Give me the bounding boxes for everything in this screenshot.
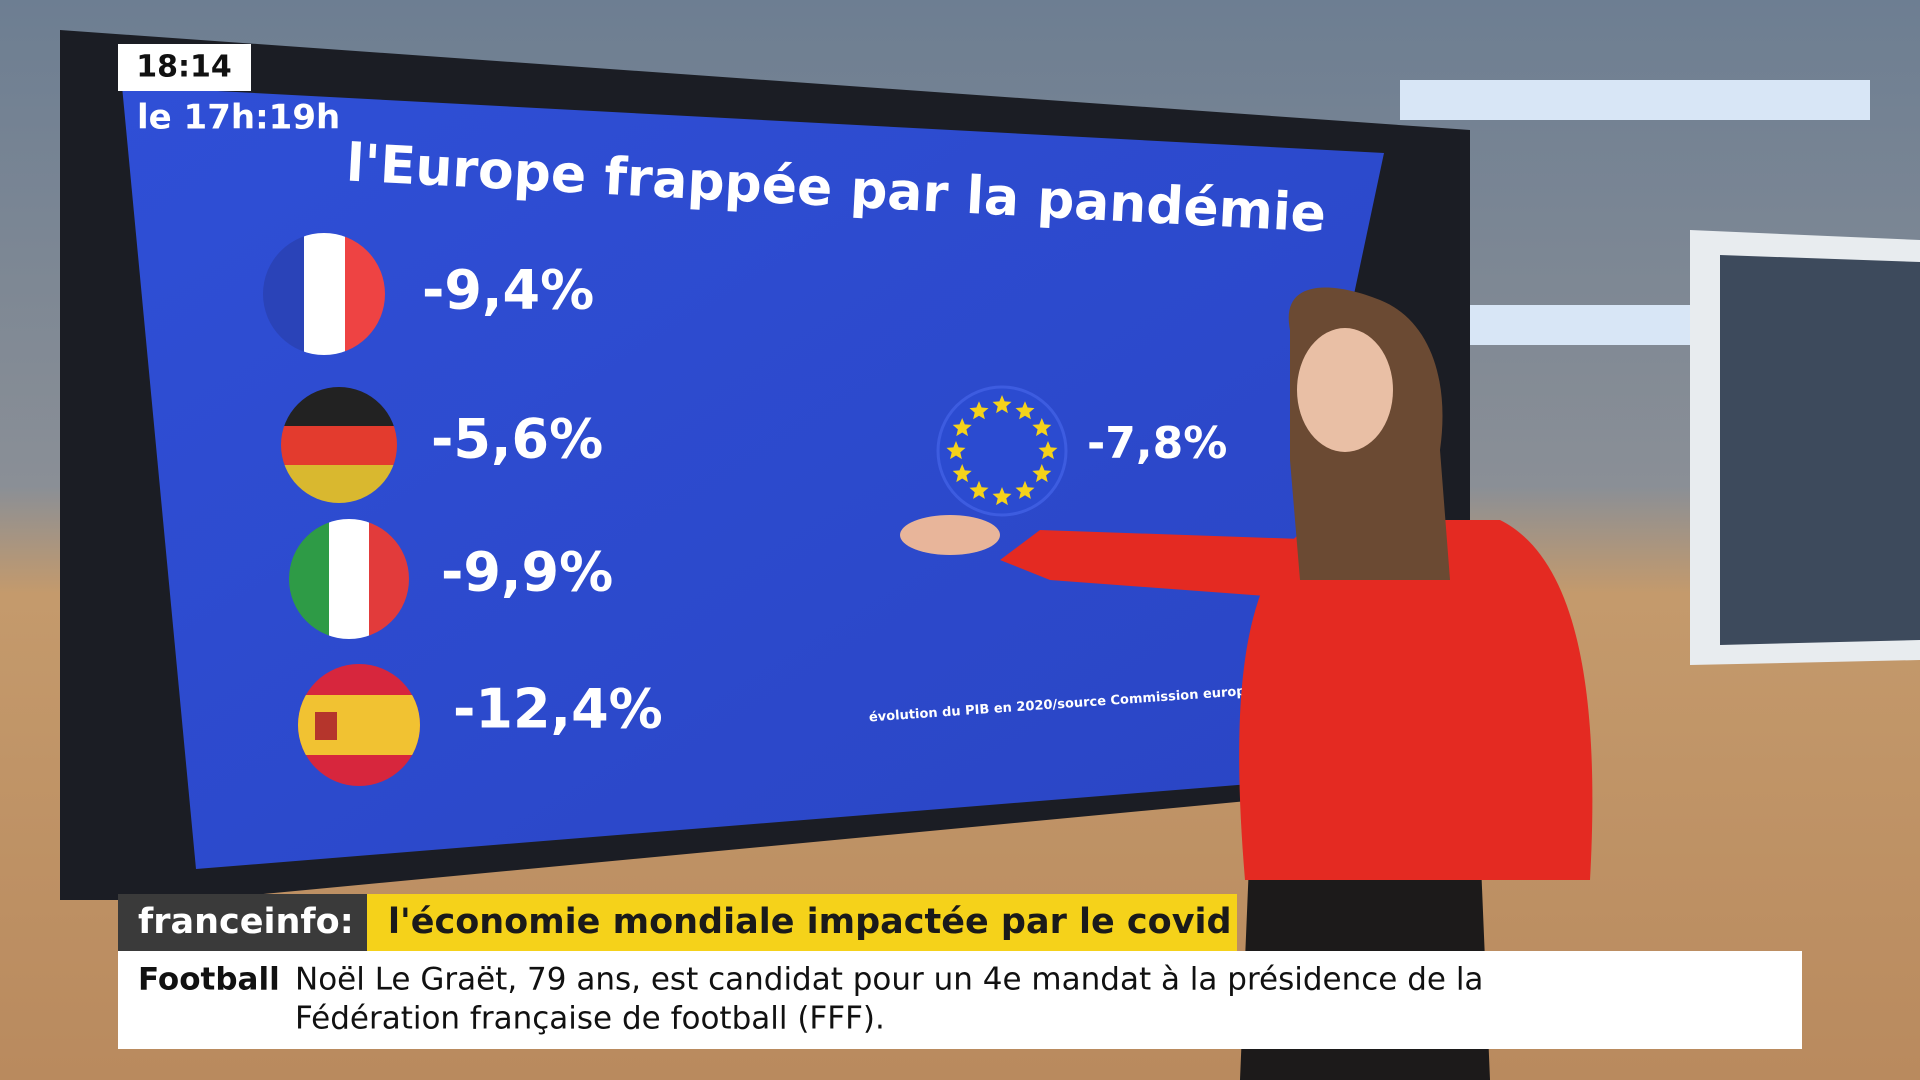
eu-star bbox=[969, 480, 989, 499]
eu-star bbox=[969, 401, 989, 420]
ticker-line: Noël Le Graët, 79 ans, est candidat pour… bbox=[295, 962, 1483, 998]
brand: franceinfo: bbox=[138, 902, 354, 942]
flag-france bbox=[263, 233, 385, 355]
eu-star bbox=[1032, 464, 1052, 483]
flag-germany bbox=[281, 387, 397, 503]
side-screen-inner bbox=[1720, 255, 1920, 645]
screen bbox=[122, 86, 1384, 869]
flag-spain bbox=[298, 664, 420, 786]
eu-star bbox=[952, 418, 972, 437]
eu-star bbox=[1032, 418, 1052, 437]
flag-eu bbox=[936, 385, 1068, 517]
headline: l'économie mondiale impactée par le covi… bbox=[388, 902, 1232, 942]
country-value: -12,4% bbox=[453, 678, 663, 741]
flag-italy bbox=[289, 519, 409, 639]
eu-value: -7,8% bbox=[1087, 418, 1227, 469]
country-value: -9,4% bbox=[422, 259, 594, 322]
studio-light bbox=[1400, 80, 1870, 120]
schedule: le 17h:19h bbox=[137, 98, 340, 138]
eu-stars bbox=[946, 395, 1058, 506]
brand-box bbox=[118, 894, 367, 951]
eu-star bbox=[952, 464, 972, 483]
clock-time: 18:14 bbox=[136, 50, 232, 85]
country-value: -5,6% bbox=[431, 408, 603, 471]
clock-box bbox=[118, 44, 251, 91]
eu-star bbox=[992, 487, 1012, 506]
ticker-category: Football bbox=[138, 962, 280, 998]
eu-star bbox=[992, 395, 1012, 414]
eu-star bbox=[1038, 441, 1058, 460]
headline-box bbox=[367, 894, 1237, 951]
eu-star bbox=[1015, 401, 1035, 420]
country-value: -9,9% bbox=[441, 541, 613, 604]
ticker-box bbox=[118, 951, 1802, 1049]
eu-star bbox=[946, 441, 966, 460]
eu-star bbox=[1015, 480, 1035, 499]
ticker-line: Fédération française de football (FFF). bbox=[295, 1001, 885, 1037]
studio-light bbox=[1460, 305, 1705, 345]
country-values: -9,4% -5,6% -9,9% -12,4% bbox=[422, 259, 663, 741]
